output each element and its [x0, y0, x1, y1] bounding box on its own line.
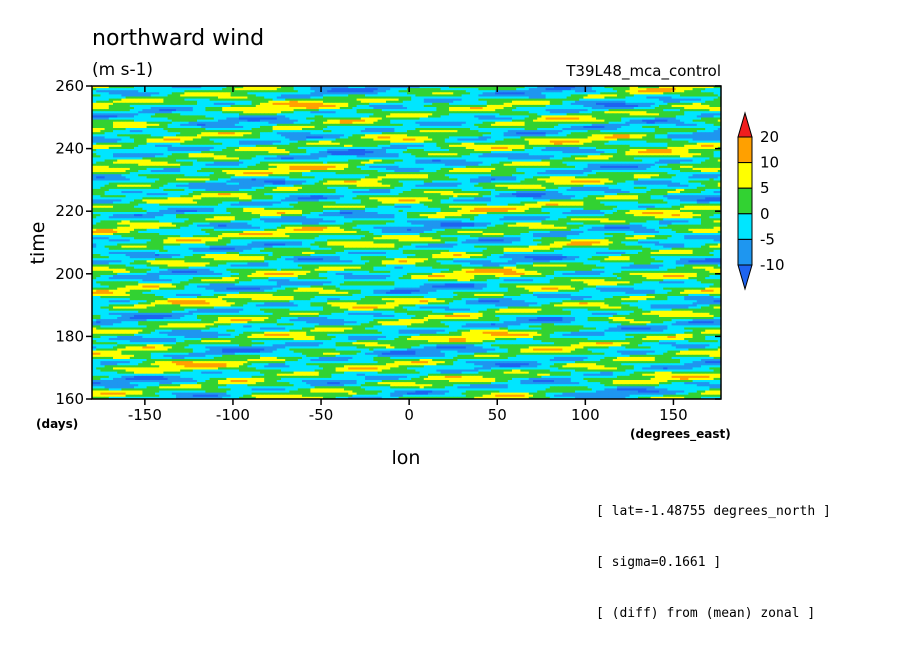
x-tick-label: 50	[488, 406, 507, 424]
y-axis-units: (days)	[36, 417, 78, 431]
colorbar-swatch	[737, 187, 753, 215]
x-tick-label: 150	[659, 406, 688, 424]
colorbar-swatch	[737, 162, 753, 189]
x-tick-label: 100	[571, 406, 600, 424]
y-tick-label: 220	[55, 202, 84, 220]
dataset-label: T39L48_mca_control	[565, 62, 721, 81]
x-tick-label: -100	[216, 406, 250, 424]
x-tick-label: -150	[128, 406, 162, 424]
colorbar-swatch	[737, 238, 753, 266]
plot-frame	[91, 85, 722, 400]
x-axis-units: (degrees_east)	[630, 427, 731, 442]
x-axis: -150 -100 -50 0 50 100 150	[128, 86, 688, 424]
colorbar-extend-max	[737, 111, 753, 138]
colorbar-label: 10	[760, 154, 779, 172]
y-tick-label: 180	[55, 327, 84, 345]
colorbar-label: -10	[760, 256, 785, 274]
colorbar-swatch	[737, 136, 753, 164]
colorbar-label: 20	[760, 128, 779, 146]
annotation-block: [ lat=-1.48755 degrees_north ] [ sigma=0…	[596, 469, 831, 639]
heatmap-field	[92, 86, 721, 399]
y-tick-label: 260	[55, 77, 84, 95]
y-tick-label: 200	[55, 265, 84, 283]
chart-title: northward wind	[92, 26, 264, 51]
x-tick-label: -50	[309, 406, 334, 424]
annotation-diff: [ (diff) from (mean) zonal ]	[596, 605, 831, 622]
chart-subtitle: (m s-1)	[92, 60, 153, 80]
colorbar: 20 10 5 0 -5 -10	[737, 111, 785, 291]
y-axis: 160 180 200 220 240 260	[55, 77, 721, 408]
x-tick-label: 0	[404, 406, 414, 424]
colorbar-label: 0	[760, 205, 770, 223]
annotation-sigma: [ sigma=0.1661 ]	[596, 554, 831, 571]
colorbar-swatch	[737, 213, 753, 240]
colorbar-extend-min	[737, 264, 753, 291]
colorbar-label: 5	[760, 179, 770, 197]
colorbar-label: -5	[760, 230, 775, 248]
x-axis-label: lon	[392, 447, 421, 469]
y-axis-label: time	[27, 222, 49, 265]
y-tick-label: 160	[55, 390, 84, 408]
annotation-lat: [ lat=-1.48755 degrees_north ]	[596, 503, 831, 520]
y-tick-label: 240	[55, 140, 84, 158]
